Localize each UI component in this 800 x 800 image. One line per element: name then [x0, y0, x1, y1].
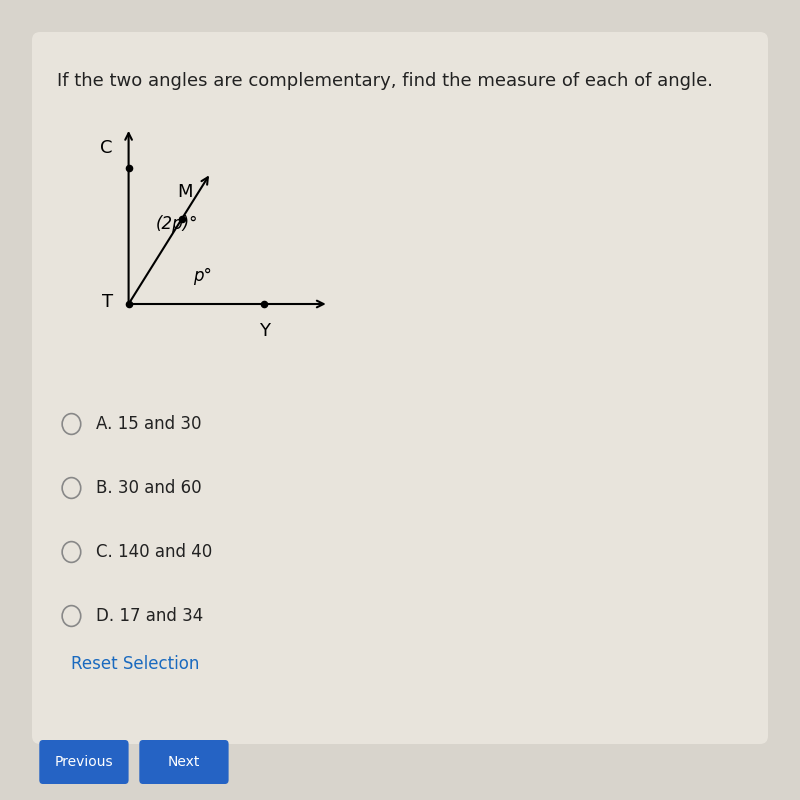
Point: [175, 213, 188, 226]
Text: D. 17 and 34: D. 17 and 34: [97, 607, 204, 625]
Text: If the two angles are complementary, find the measure of each of angle.: If the two angles are complementary, fin…: [57, 72, 713, 90]
Text: Previous: Previous: [54, 755, 114, 769]
Text: Y: Y: [259, 322, 270, 339]
Text: C: C: [100, 139, 113, 157]
Text: C. 140 and 40: C. 140 and 40: [97, 543, 213, 561]
Text: (2p)°: (2p)°: [156, 215, 198, 233]
Text: p°: p°: [193, 267, 212, 285]
FancyBboxPatch shape: [139, 740, 229, 784]
Text: B. 30 and 60: B. 30 and 60: [97, 479, 202, 497]
FancyBboxPatch shape: [39, 740, 129, 784]
Point: [258, 298, 270, 310]
Text: A. 15 and 30: A. 15 and 30: [97, 415, 202, 433]
Text: T: T: [102, 293, 113, 310]
Text: M: M: [178, 183, 193, 202]
Point: [122, 298, 135, 310]
Text: Next: Next: [168, 755, 200, 769]
Point: [122, 162, 135, 174]
Text: Reset Selection: Reset Selection: [71, 655, 200, 673]
